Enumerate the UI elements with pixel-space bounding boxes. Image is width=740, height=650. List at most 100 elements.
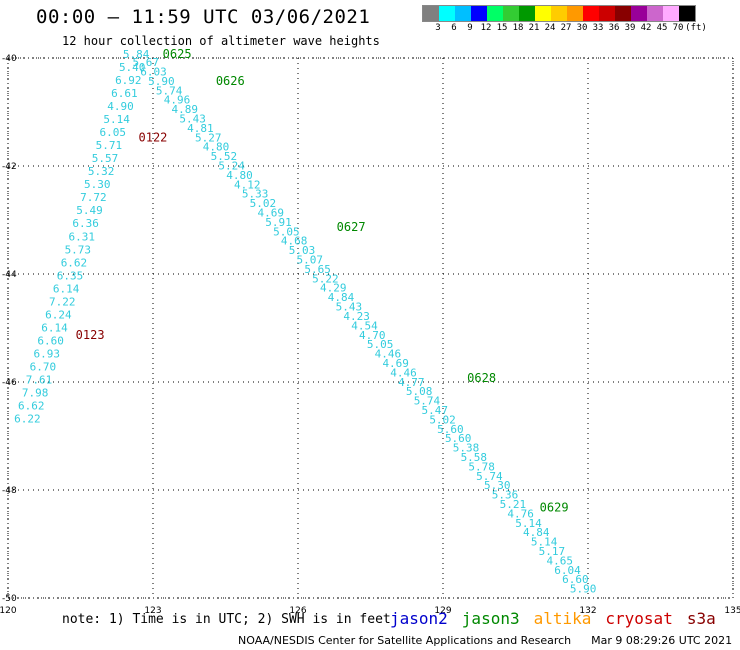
wave-height-label: 5.08 [406,385,433,398]
wave-height-label: 5.30 [84,178,111,191]
y-tick-label: -40 [2,54,17,64]
wave-height-label: 5.24 [218,160,245,173]
wave-height-label: 5.40 [119,61,146,74]
pass-time-label: 0629 [540,501,569,515]
wave-height-label: 4.23 [343,310,370,323]
wave-height-label: 5.73 [65,243,92,256]
pass-time-label: 0627 [337,220,366,234]
wave-height-label: 6.24 [45,308,72,321]
wave-height-label: 5.17 [539,545,566,558]
color-scale-label: 9 [467,23,473,33]
y-tick-label: -50 [2,594,17,604]
wave-height-label: 4.81 [187,122,214,135]
wave-height-label: 4.68 [281,235,308,248]
color-scale-label: 12 [480,23,492,33]
wave-height-label: 5.67 [133,56,160,69]
legend-s3a: s3a [686,609,716,628]
wave-height-label: 4.69 [257,207,284,220]
credit-line: NOAA/NESDIS Center for Satellite Applica… [238,634,732,647]
wave-height-label: 7.61 [26,373,53,386]
color-scale-label: 39 [624,23,636,33]
wave-height-label: 5.43 [336,301,363,314]
wave-height-label: 6.92 [115,74,142,87]
wave-height-label: 6.04 [554,564,581,577]
wave-height-label: 4.84 [523,526,550,539]
wave-height-label: 6.62 [18,399,45,412]
wave-height-label: 5.47 [422,404,449,417]
page-title: 00:00 — 11:59 UTC 03/06/2021 [36,6,371,28]
legend-cryosat: cryosat [605,609,673,628]
color-swatches [422,5,696,22]
color-scale-label: 30 [576,23,588,33]
wave-height-label: 6.36 [72,217,99,230]
color-swatch [535,6,551,21]
wave-height-label: 5.02 [429,413,456,426]
wave-height-label: 6.61 [111,87,138,100]
color-scale-bar: 3 6 9 12 15 18 21 24 27 30 33 36 39 42 45 70 (ft) [422,5,707,37]
wave-height-label: 6.35 [57,269,84,282]
units-note: note: 1) Time is in UTC; 2) SWH is in fe… [62,612,391,627]
wave-height-label: 6.05 [100,126,127,139]
color-scale-label: 45 [656,23,668,33]
axis-tick-labels: 120 123 126 129 132 135 -40 -42 -44 -46 -48 -50 [0,54,740,616]
color-swatch [599,6,615,21]
wave-height-label: 6.70 [30,360,57,373]
color-swatch [615,6,631,21]
wave-height-label: 6.60 [37,334,64,347]
wave-height-label: 6.22 [14,413,41,426]
x-tick-label: 135 [724,606,740,616]
y-tick-label: -48 [2,486,17,496]
wave-height-label: 5.71 [96,139,123,152]
wave-height-label: 4.80 [226,169,253,182]
wave-height-label: 5.58 [461,451,488,464]
wave-height-label: 7.72 [80,191,107,204]
wave-height-label: 5.74 [156,84,183,97]
wave-height-label: 4.80 [203,141,230,154]
color-scale-label: 3 [435,23,441,33]
wave-height-label: 5.90 [148,75,175,88]
wave-height-label: 6.31 [68,230,95,243]
wave-height-label: 5.84 [123,48,150,61]
wave-height-label: 4.76 [507,507,534,520]
wave-height-label: 5.05 [273,225,300,238]
wave-height-label: 4.46 [375,348,402,361]
wave-height-label: 4.77 [398,376,425,389]
color-scale-label: 42 [640,23,652,33]
color-scale-labels: 3 6 9 12 15 18 21 24 27 30 33 36 39 42 45 70 (ft) [422,23,707,37]
wave-height-label: 5.49 [76,204,103,217]
wave-height-label: 5.91 [265,216,292,229]
color-swatch [583,6,599,21]
y-tick-label: -42 [2,162,17,172]
wave-height-label: 6.14 [53,282,80,295]
wave-height-label: 7.98 [22,386,49,399]
wave-height-label: 4.89 [172,103,199,116]
credit-org: NOAA/NESDIS Center for Satellite Applica… [238,634,572,647]
x-tick-label: 126 [289,606,306,616]
color-swatch [439,6,455,21]
wave-height-label: 4.90 [107,100,134,113]
wave-height-label: 5.14 [515,517,542,530]
wave-height-label: 4.12 [234,178,261,191]
wave-height-label: 4.46 [390,366,417,379]
page-subtitle: 12 hour collection of altimeter wave hei… [62,34,380,48]
color-scale-label: 21 [528,23,540,33]
wave-height-label: 5.36 [492,489,519,502]
wave-height-label: 6.60 [562,573,589,586]
wave-height-label: 5.74 [414,395,441,408]
color-swatch [455,6,471,21]
wave-height-label: 4.54 [351,319,378,332]
wave-height-label: 5.02 [250,197,277,210]
legend-jason2: jason2 [390,609,448,628]
color-swatch [631,6,647,21]
wave-height-label: 5.14 [103,113,130,126]
y-tick-label: -44 [2,270,17,280]
color-swatch [647,6,663,21]
wave-height-label: 5.52 [211,150,238,163]
wave-height-label: 5.57 [92,152,119,165]
wave-height-label: 6.93 [34,347,61,360]
x-tick-label: 120 [0,606,17,616]
wave-height-label: 4.29 [320,282,347,295]
pass-time-label: 0626 [216,74,245,88]
color-swatch [663,6,679,21]
